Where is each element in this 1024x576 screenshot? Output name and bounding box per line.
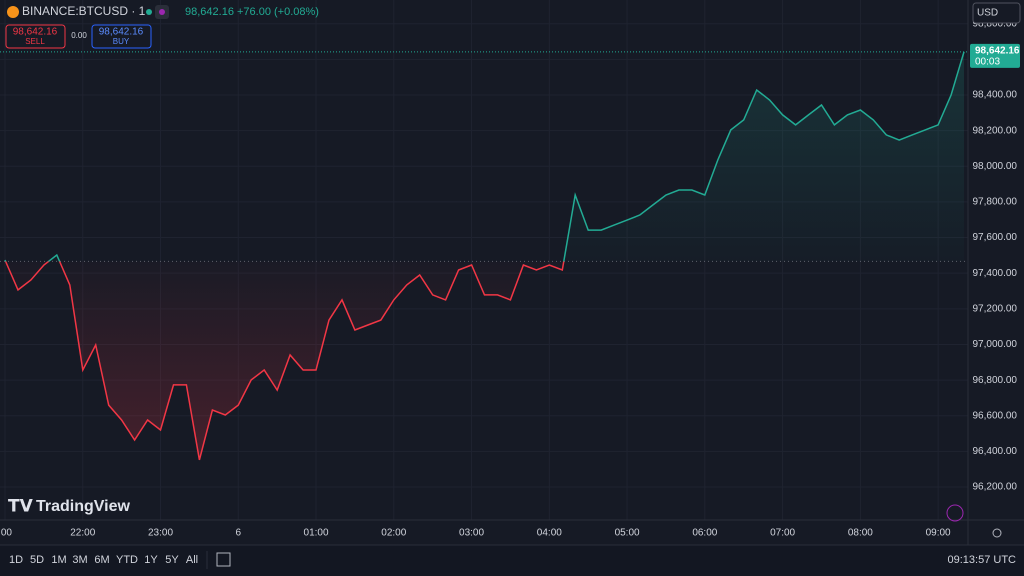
replay-icon[interactable] [946,504,964,522]
range-button[interactable]: 3M [72,554,87,566]
y-tick-label: 97,000.00 [973,339,1018,350]
range-button[interactable]: All [186,554,198,566]
clock: 09:13:57 UTC [948,554,1017,566]
range-button[interactable]: YTD [116,554,138,566]
y-tick-label: 97,400.00 [973,268,1018,279]
currency: USD [977,8,998,19]
y-tick-label: 97,600.00 [973,232,1018,243]
sell-price: 98,642.16 [13,27,58,38]
buy-price: 98,642.16 [99,27,144,38]
x-tick-label: 01:00 [304,528,329,539]
y-tick-label: 97,200.00 [973,303,1018,314]
range-button[interactable]: 6M [94,554,109,566]
y-tick-label: 98,400.00 [973,90,1018,101]
y-tick-label: 96,400.00 [973,446,1018,457]
y-tick-label: 96,800.00 [973,375,1018,386]
range-button[interactable]: 5Y [165,554,179,566]
y-tick-label: 96,200.00 [973,482,1018,493]
symbol[interactable]: BINANCE:BTCUSD · 1 [22,4,146,18]
range-button[interactable]: 1M [51,554,66,566]
x-tick-label: 08:00 [848,528,873,539]
y-tick-label: 96,600.00 [973,410,1018,421]
sell-button[interactable] [5,24,66,49]
y-tick-label: 98,000.00 [973,161,1018,172]
coin-icon [7,6,19,18]
area [5,51,964,460]
indicator-dot [159,9,165,15]
settings-icon[interactable] [992,528,1002,538]
y-tick-label: 97,800.00 [973,197,1018,208]
x-tick-label: 6 [235,528,241,539]
status-dot [146,9,152,15]
y-tick-label: 98,800.00 [973,18,1018,29]
change: +76.00 (+0.08%) [237,6,319,18]
range-button[interactable]: 5D [30,554,44,566]
x-tick-label: 04:00 [537,528,562,539]
sell-label: SELL [25,37,45,46]
price-tag [970,43,1020,68]
x-tick-label: 06:00 [692,528,717,539]
range-button[interactable]: 1D [9,554,23,566]
spread: 0.00 [71,31,87,40]
x-tick-label: 02:00 [381,528,406,539]
quote: 98,642.16 [185,6,234,18]
brand-logo: 𝗧𝗩 [8,496,34,515]
x-tick-label: 09:00 [926,528,951,539]
x-tick-label: 07:00 [770,528,795,539]
range-button[interactable]: 1Y [144,554,158,566]
x-tick-label: 23:00 [148,528,173,539]
price-tag-value: 98,642.16 [975,45,1020,56]
x-tick-label: 22:00 [70,528,95,539]
x-tick-label: 03:00 [459,528,484,539]
brand: TradingView [36,498,131,515]
buy-button[interactable] [91,24,152,49]
currency-button[interactable] [972,2,1021,24]
y-tick-label: 98,200.00 [973,125,1018,136]
date-range-icon[interactable] [216,552,231,567]
x-tick-label: :00 [0,528,12,539]
price-line [4,51,965,461]
bottom-toolbar [0,545,1024,576]
price-tag-countdown: 00:03 [975,56,1000,67]
x-tick-label: 05:00 [615,528,640,539]
buy-label: BUY [113,37,130,46]
